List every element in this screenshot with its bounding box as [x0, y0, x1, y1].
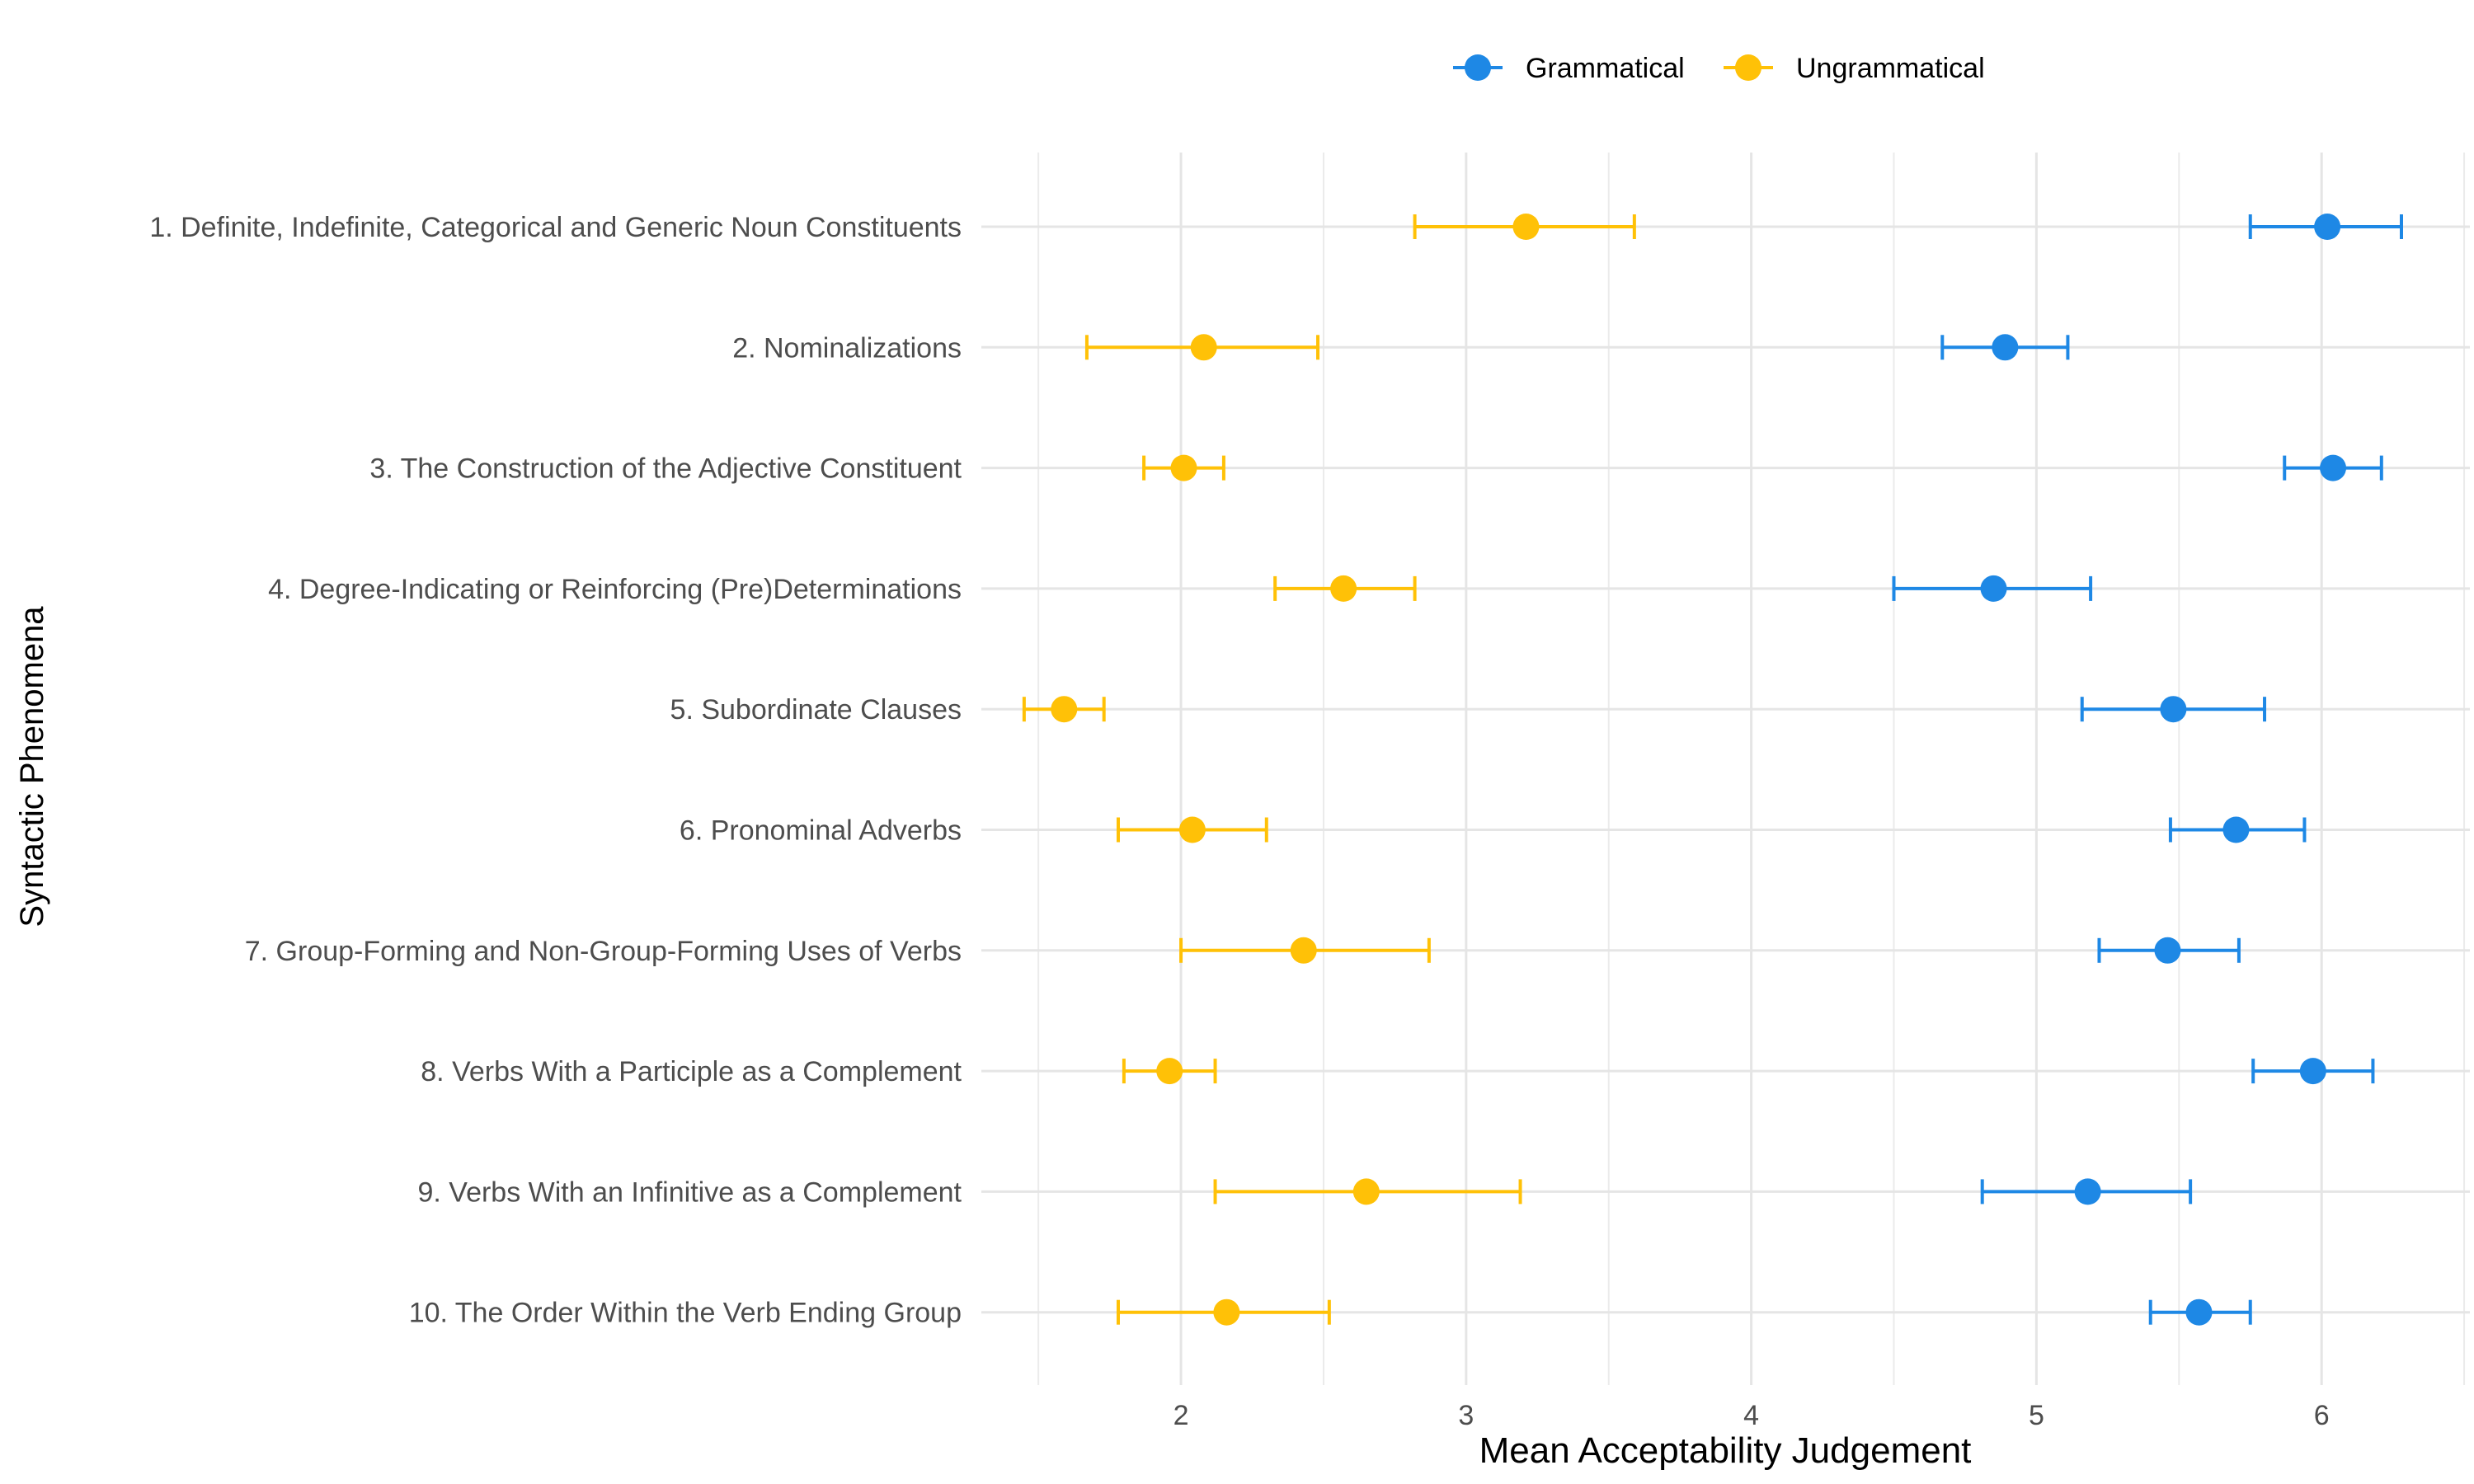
legend-marker [1735, 54, 1761, 81]
x-tick-label: 5 [2029, 1400, 2044, 1431]
y-tick-label: 7. Group-Forming and Non-Group-Forming U… [245, 936, 962, 967]
y-axis-title: Syntactic Phenomena [14, 606, 50, 928]
legend-item-ungrammatical: Ungrammatical [1724, 53, 1985, 84]
legend: Grammatical Ungrammatical [1453, 53, 1985, 84]
y-tick-labels: 1. Definite, Indefinite, Categorical and… [149, 212, 962, 1329]
data-point [2314, 214, 2341, 240]
data-point [1190, 334, 1217, 361]
legend-item-grammatical: Grammatical [1453, 53, 1685, 84]
data-point [2320, 454, 2347, 481]
y-tick-label: 10. The Order Within the Verb Ending Gro… [409, 1298, 962, 1329]
data-point [2154, 937, 2181, 964]
y-tick-label: 2. Nominalizations [732, 332, 962, 364]
data-point [1051, 696, 1078, 723]
y-tick-label: 9. Verbs With an Infinitive as a Complem… [417, 1176, 962, 1208]
major-gridlines [981, 153, 2470, 1385]
data-point [2222, 816, 2250, 843]
data-point [2185, 1298, 2213, 1326]
data-point [1330, 575, 1357, 602]
y-tick-label: 5. Subordinate Clauses [670, 694, 962, 726]
legend-label: Ungrammatical [1796, 53, 1985, 84]
y-tick-label: 3. The Construction of the Adjective Con… [369, 453, 962, 485]
data-point [1170, 454, 1197, 481]
series-ungrammatical [1022, 214, 1636, 1326]
data-point [1290, 937, 1317, 964]
legend-label: Grammatical [1526, 53, 1685, 84]
y-tick-label: 8. Verbs With a Participle as a Compleme… [421, 1056, 962, 1087]
y-tick-label: 6. Pronominal Adverbs [680, 815, 962, 847]
legend-marker [1465, 54, 1491, 81]
x-tick-label: 3 [1458, 1400, 1474, 1431]
data-point [1352, 1178, 1380, 1205]
data-point [1512, 214, 1540, 240]
data-point [2299, 1058, 2326, 1085]
data-point [2160, 696, 2187, 723]
x-axis-title: Mean Acceptability Judgement [1479, 1430, 1972, 1471]
minor-gridlines [1037, 153, 2466, 1385]
data-point [1980, 575, 2007, 602]
data-point [1178, 816, 1206, 843]
series-grammatical [1892, 214, 2404, 1326]
x-tick-label: 4 [1743, 1400, 1759, 1431]
y-tick-label: 4. Degree-Indicating or Reinforcing (Pre… [268, 574, 962, 605]
y-tick-label: 1. Definite, Indefinite, Categorical and… [149, 212, 962, 243]
x-tick-label: 6 [2314, 1400, 2330, 1431]
data-point [2074, 1178, 2101, 1205]
data-series [1022, 214, 2404, 1326]
x-tick-label: 2 [1174, 1400, 1189, 1431]
data-point [1992, 334, 2019, 361]
data-point [1213, 1298, 1240, 1326]
data-point [1156, 1058, 1183, 1085]
x-tick-labels: 2 3 4 5 6 [1174, 1400, 2330, 1431]
